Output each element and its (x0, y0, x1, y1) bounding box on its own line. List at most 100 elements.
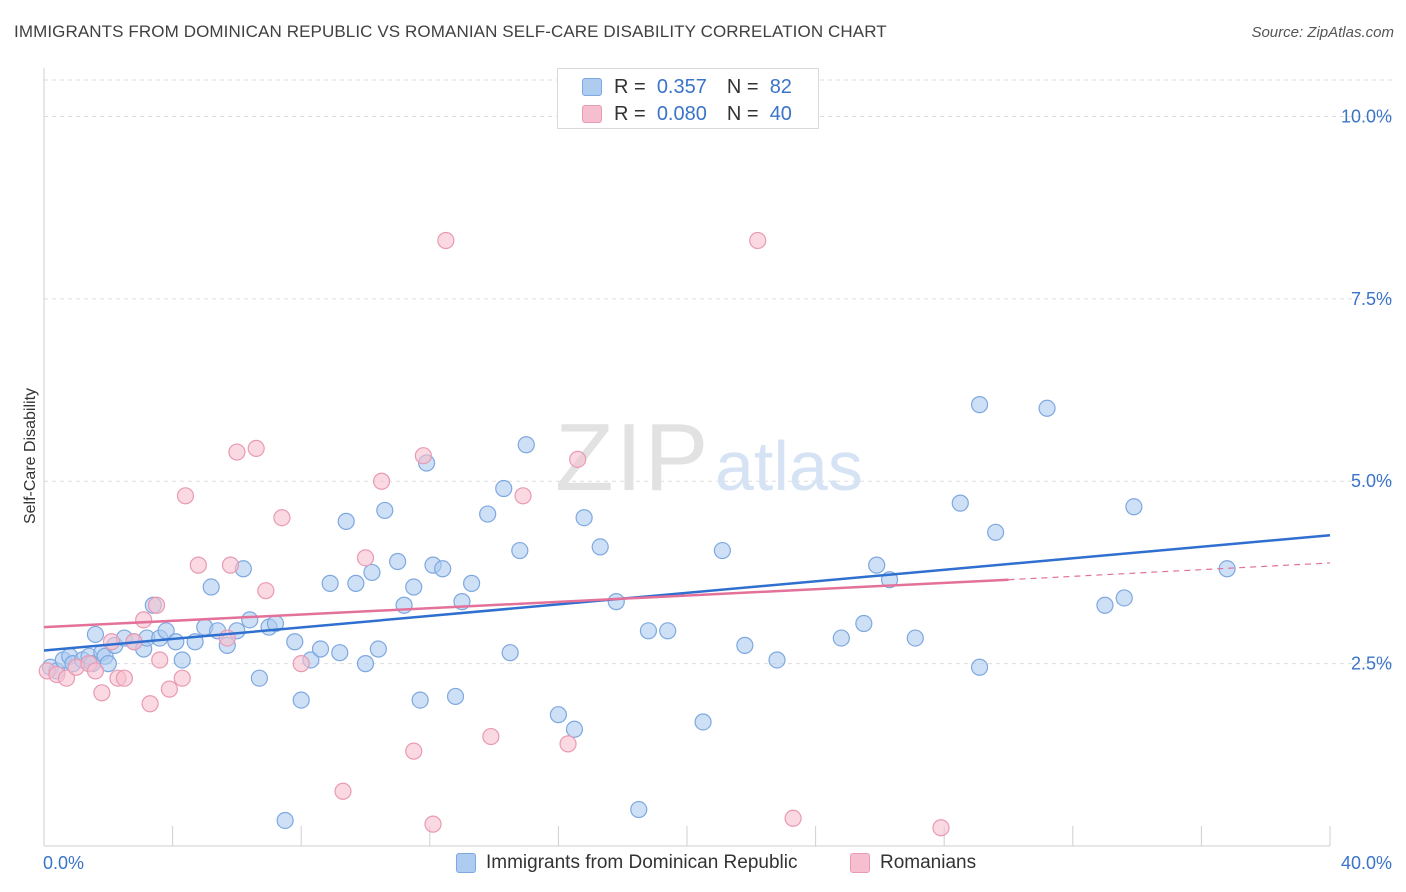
data-point-romanian (514, 487, 532, 505)
legend-item-dominican[interactable]: Immigrants from Dominican Republic (456, 852, 798, 874)
chart-title: IMMIGRANTS FROM DOMINICAN REPUBLIC VS RO… (14, 22, 887, 41)
data-point-romanian (93, 684, 111, 702)
data-point-dominican (951, 494, 969, 512)
data-point-dominican (694, 713, 712, 731)
data-point-dominican (501, 644, 519, 662)
data-point-dominican (405, 578, 423, 596)
data-point-dominican (363, 563, 381, 582)
data-point-dominican (855, 614, 873, 633)
data-point-dominican (376, 501, 394, 520)
trend-line-dominican (43, 533, 1331, 652)
data-point-dominican (86, 625, 105, 644)
watermark-atlas: atlas (715, 427, 863, 505)
data-point-dominican (970, 658, 989, 676)
data-point-romanian (86, 662, 105, 680)
data-point-romanian (189, 556, 207, 574)
data-point-dominican (575, 509, 593, 527)
data-point-dominican (1038, 399, 1056, 417)
trend-lines (43, 533, 1331, 652)
x-tick-label-max: 40.0% (1341, 853, 1392, 873)
data-point-dominican (286, 633, 304, 651)
data-point-romanian (334, 782, 352, 800)
data-point-romanian (372, 472, 391, 490)
data-point-romanian (273, 509, 291, 527)
data-point-romanian (559, 735, 577, 753)
y-tick-label: 5.0% (1351, 471, 1392, 491)
data-point-romanian (102, 633, 121, 651)
legend-row-romanian: R = 0.080 N = 40 (582, 101, 792, 127)
n-value: 82 (769, 75, 792, 98)
data-point-dominican (446, 687, 465, 706)
data-point-dominican (736, 636, 754, 654)
data-point-dominican (321, 574, 339, 592)
data-point-romanian (221, 556, 240, 574)
data-point-dominican (99, 655, 117, 673)
data-point-dominican (1115, 589, 1133, 607)
n-value: 40 (769, 102, 792, 125)
data-point-romanian (151, 651, 169, 669)
y-tick-label: 10.0% (1341, 106, 1392, 126)
legend-swatch-pink (582, 105, 602, 123)
r-label: R = (614, 75, 646, 98)
data-point-romanian (437, 231, 455, 250)
data-point-dominican (970, 396, 989, 414)
data-point-dominican (1125, 498, 1143, 516)
data-point-romanian (569, 450, 587, 468)
data-point-dominican (250, 669, 269, 687)
data-point-dominican (241, 611, 259, 629)
data-point-romanian (405, 742, 423, 760)
axes (43, 68, 1331, 847)
data-point-dominican (659, 622, 677, 640)
data-point-dominican (713, 541, 731, 560)
y-tick-labels: 2.5% 5.0% 7.5% 10.0% (1341, 106, 1392, 673)
n-label: N = (726, 75, 759, 98)
y-tick-label: 7.5% (1351, 289, 1392, 309)
data-point-romanian (160, 680, 178, 698)
data-point-dominican (173, 651, 191, 669)
data-point-dominican (549, 706, 568, 724)
data-point-romanian (424, 815, 442, 833)
data-point-romanian (749, 231, 767, 250)
data-point-dominican (389, 552, 407, 571)
data-point-romanian (784, 809, 802, 827)
data-point-dominican (347, 574, 365, 592)
legend-label-dominican: Immigrants from Dominican Republic (486, 852, 798, 873)
legend-label-romanian: Romanians (880, 852, 977, 873)
data-point-dominican (356, 655, 375, 673)
data-point-dominican (369, 640, 387, 658)
data-point-dominican (832, 629, 850, 647)
data-point-romanian (57, 669, 76, 687)
data-point-dominican (630, 800, 648, 819)
data-point-dominican (276, 811, 294, 830)
data-point-dominican (517, 436, 535, 454)
data-point-dominican (987, 523, 1005, 541)
trend-line-romanian-extrapolated (1008, 562, 1331, 581)
data-point-romanian (115, 669, 133, 687)
y-axis-title: Self-Care Disability (22, 388, 39, 524)
data-point-dominican (202, 578, 220, 596)
data-point-romanian (135, 611, 153, 629)
data-point-dominican (607, 593, 625, 611)
r-value: 0.357 (656, 75, 707, 98)
series-romanian-points (38, 231, 950, 837)
data-point-romanian (141, 695, 159, 713)
data-point-dominican (1096, 596, 1114, 614)
data-point-dominican (167, 633, 185, 651)
data-point-dominican (868, 556, 886, 574)
data-point-romanian (414, 447, 432, 465)
legend-item-romanian[interactable]: Romanians (850, 852, 976, 874)
data-point-romanian (247, 439, 265, 458)
data-point-dominican (511, 541, 529, 560)
data-point-dominican (495, 479, 513, 498)
data-point-dominican (591, 538, 609, 556)
data-point-romanian (932, 819, 950, 837)
series-legend: Immigrants from Dominican Republic Roman… (0, 852, 1406, 878)
n-label: N = (726, 102, 759, 125)
data-point-romanian (147, 596, 166, 614)
data-point-romanian (228, 443, 246, 461)
data-point-dominican (639, 622, 658, 640)
trend-line-romanian (43, 578, 1009, 629)
data-point-dominican (462, 574, 481, 592)
r-value: 0.080 (656, 102, 707, 125)
data-point-dominican (411, 691, 429, 709)
